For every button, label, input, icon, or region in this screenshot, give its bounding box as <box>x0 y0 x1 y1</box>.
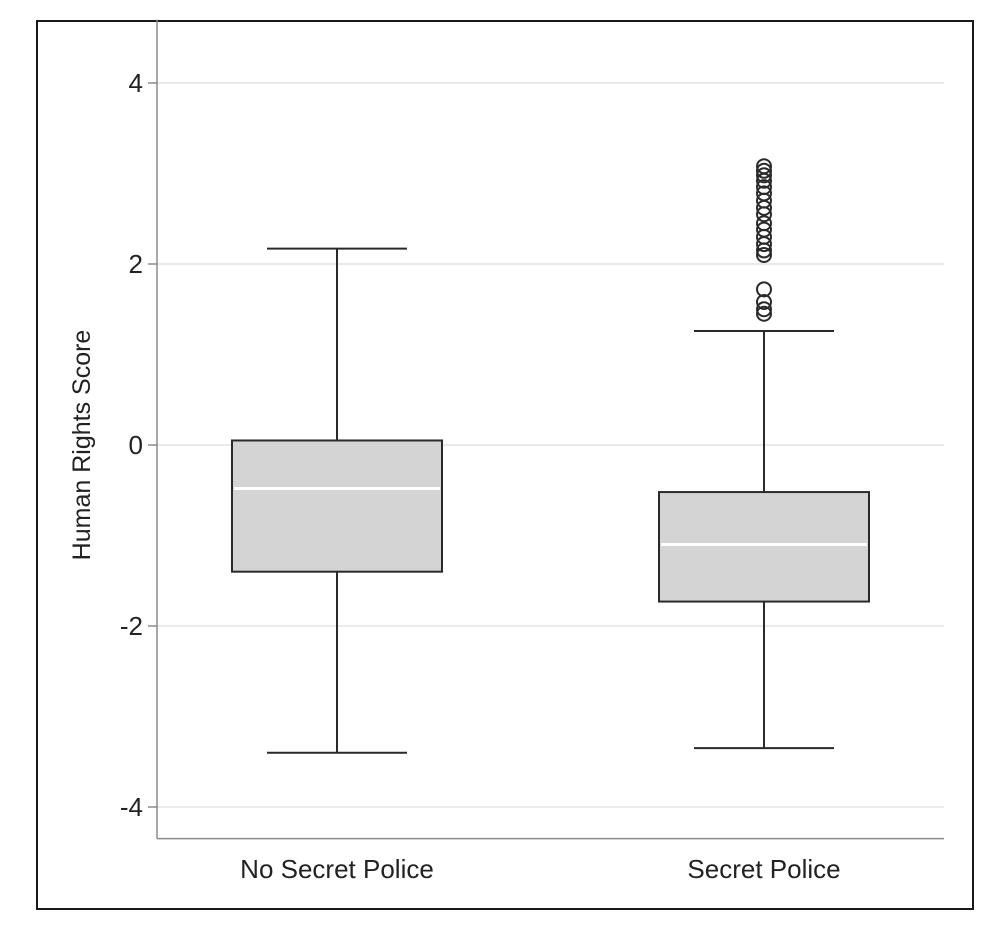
x-tick-label: No Secret Police <box>240 854 434 884</box>
y-tick-label: 2 <box>129 249 143 279</box>
y-tick-label: 0 <box>129 430 143 460</box>
outlier-point <box>756 281 772 298</box>
outlier-point <box>756 215 772 232</box>
outlier-point <box>756 305 772 322</box>
outlier-point <box>756 167 772 184</box>
iqr-box <box>231 439 443 573</box>
y-tick-label: 4 <box>129 68 143 98</box>
labels: 4 2 0 -2 -4 No Secret Police Secret Police <box>120 68 841 884</box>
outliers <box>756 158 772 322</box>
y-tick-label: -4 <box>120 792 143 822</box>
y-axis-title: Human Rights Score <box>68 330 96 561</box>
outlier-point <box>756 221 772 238</box>
outlier-point <box>756 162 772 179</box>
axes <box>148 19 944 840</box>
outlier-point <box>756 179 772 196</box>
outlier-point <box>756 185 772 202</box>
y-tick-label: -2 <box>120 611 143 641</box>
outlier-point <box>756 158 772 175</box>
outlier-point <box>756 294 772 311</box>
chart-frame <box>36 20 974 910</box>
outlier-point <box>756 301 772 318</box>
iqr-box <box>658 491 870 603</box>
x-tick-label: Secret Police <box>687 854 840 884</box>
boxes <box>231 247 870 754</box>
outlier-point <box>756 246 772 263</box>
